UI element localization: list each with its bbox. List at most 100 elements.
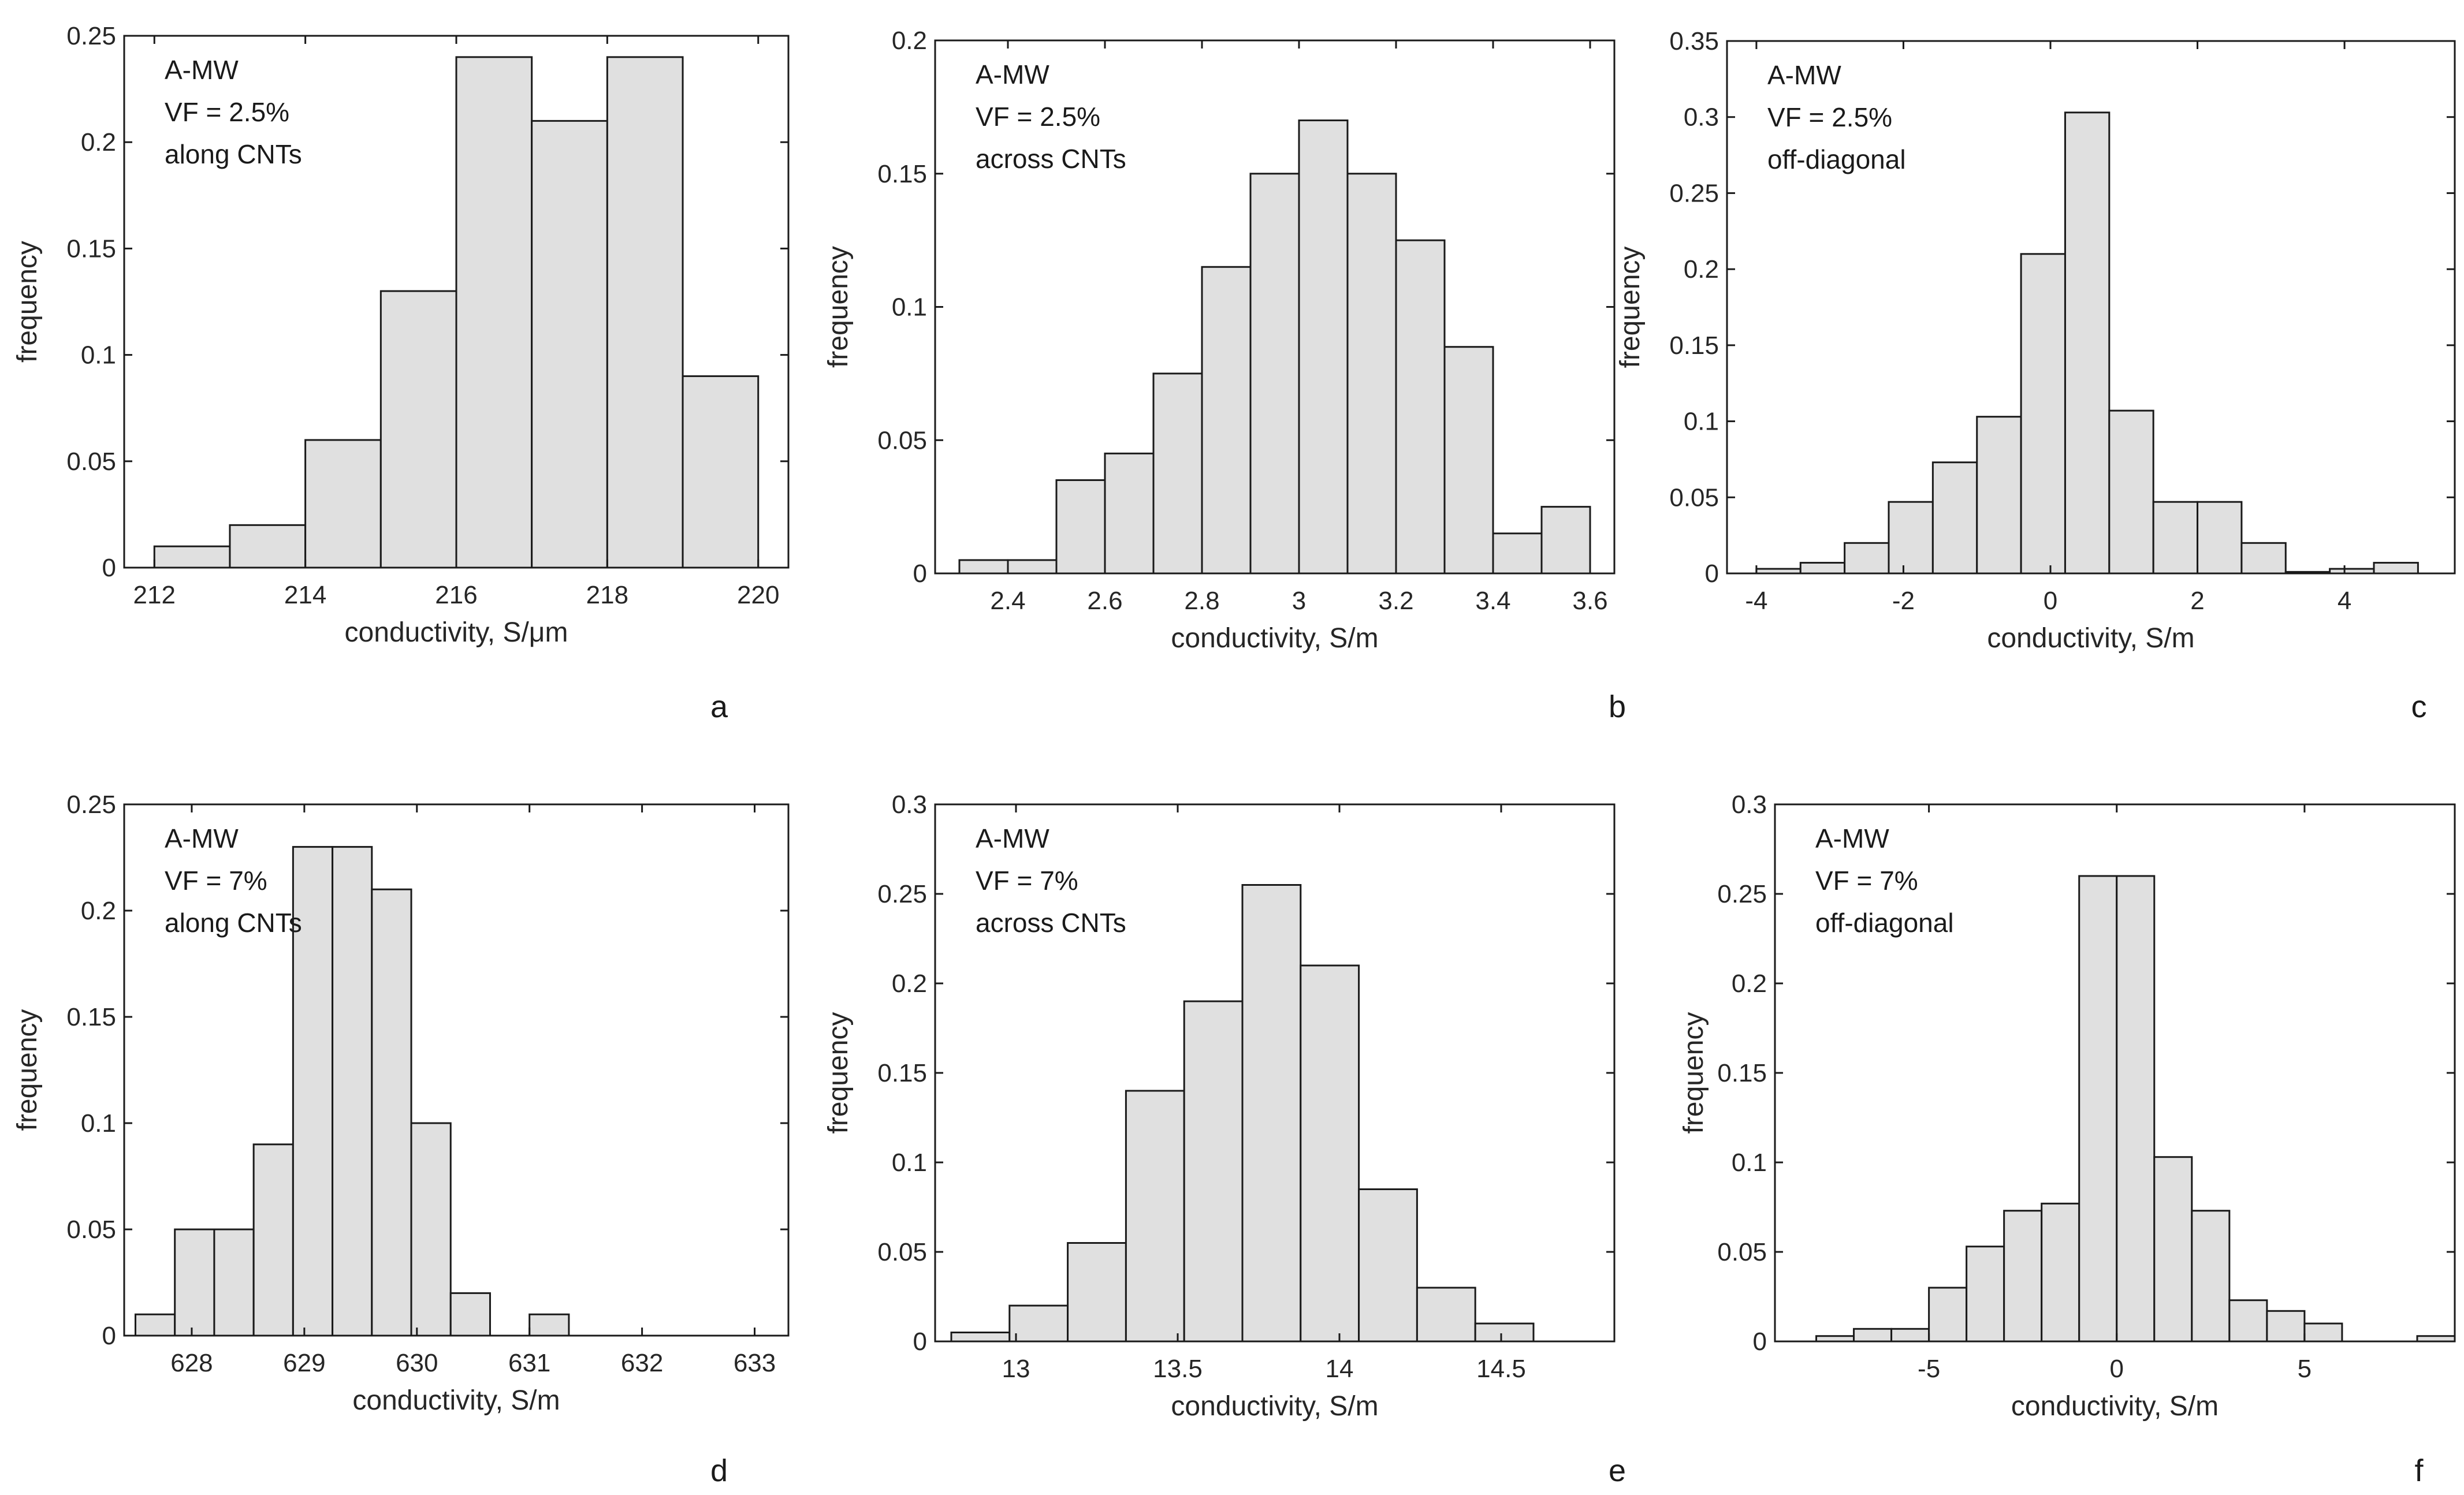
histogram-bar <box>1492 532 1543 575</box>
x-tick-label: 214 <box>284 581 326 609</box>
histogram-bar <box>2064 111 2111 575</box>
panel-b: 2.4 2.6 2.8 3 3.2 3.4 3.6 0 0.05 0.1 0.15 0.2 conduc… <box>823 27 1626 724</box>
panel-letter: b <box>1609 689 1626 724</box>
x-tick-label: 13.5 <box>1153 1355 1203 1383</box>
x-axis-label: conductivity, S/m <box>1171 623 1378 654</box>
panel-d: 628 629 630 631 632 633 0 0.05 0.1 0.15 0.2 0.25 con… <box>12 791 790 1488</box>
panel-letter: c <box>2411 689 2427 724</box>
histogram-bar <box>958 559 1009 575</box>
histogram-bar <box>1844 542 1890 575</box>
panel-letter: f <box>2414 1453 2424 1488</box>
histogram-bar <box>2197 501 2243 575</box>
x-tick-label: 632 <box>621 1349 663 1377</box>
y-tick-label: 0.35 <box>1669 27 1719 55</box>
x-tick-label: 3.6 <box>1572 587 1607 615</box>
histogram-bar <box>1152 372 1203 575</box>
histogram-bar <box>606 56 684 569</box>
x-tick-label: 630 <box>396 1349 438 1377</box>
histogram-bar <box>2228 1299 2268 1343</box>
histogram-bar <box>1298 119 1349 575</box>
y-axis-label: frequency <box>12 241 43 363</box>
histogram-bar <box>1358 1188 1418 1343</box>
panel-e: 13 13.5 14 14.5 0 0.05 0.1 0.15 0.2 0.25 0.3 conduc… <box>823 791 1626 1488</box>
histogram-bar <box>2041 1202 2080 1343</box>
y-tick-label: 0.15 <box>66 1003 116 1031</box>
y-tick-label: 0.05 <box>877 1238 927 1266</box>
x-tick-label: 212 <box>133 581 176 609</box>
x-tick-label: 14.5 <box>1476 1355 1526 1383</box>
y-tick-label: 0.2 <box>1732 970 1767 998</box>
histogram-bar <box>1890 1328 1930 1343</box>
x-tick-label: 5 <box>2298 1355 2312 1383</box>
y-tick-label: 0 <box>1753 1328 1767 1356</box>
histogram-bar <box>1474 1322 1535 1343</box>
y-tick-label: 0.25 <box>66 22 116 50</box>
x-axis-label: conductivity, S/m <box>352 1385 560 1416</box>
annotation-line: A-MW <box>165 55 239 85</box>
y-tick-label: 0.1 <box>1732 1149 1767 1177</box>
histogram-bar <box>2240 542 2287 575</box>
annotation-line: VF = 2.5% <box>976 102 1100 132</box>
y-tick-label: 0.15 <box>877 1059 927 1087</box>
histogram-bar <box>2003 1210 2043 1343</box>
y-axis-label: frequency <box>823 1012 854 1134</box>
histogram-bar <box>1249 173 1300 575</box>
x-tick-label: 628 <box>170 1349 213 1377</box>
annotation-line: off-diagonal <box>1815 908 1954 938</box>
histogram-bar <box>153 545 231 569</box>
y-tick-label: 0.15 <box>1717 1059 1767 1087</box>
y-tick-label: 0.25 <box>1717 880 1767 908</box>
x-tick-label: 14 <box>1326 1355 1354 1383</box>
y-tick-label: 0.3 <box>892 791 927 819</box>
histogram-bar <box>528 1313 570 1337</box>
x-axis-label: conductivity, S/m <box>1171 1391 1378 1422</box>
panel-letter: d <box>710 1453 728 1488</box>
histogram-bar <box>1300 964 1360 1343</box>
y-tick-label: 0.15 <box>877 160 927 188</box>
histogram-bar <box>252 1143 294 1337</box>
annotation-line: VF = 7% <box>976 866 1078 896</box>
histogram-bar <box>229 524 307 569</box>
histogram-bar <box>1888 501 1934 575</box>
y-tick-label: 0.1 <box>81 341 116 370</box>
x-tick-label: 633 <box>734 1349 776 1377</box>
histogram-bar <box>2020 253 2066 575</box>
x-tick-label: 216 <box>435 581 477 609</box>
y-tick-label: 0.05 <box>1717 1238 1767 1266</box>
histogram-bar <box>455 56 533 569</box>
histogram-bar <box>2266 1310 2306 1343</box>
histogram-bar <box>1928 1287 1968 1343</box>
y-tick-label: 0.2 <box>81 897 116 925</box>
x-axis-label: conductivity, S/m <box>2011 1391 2219 1422</box>
x-tick-label: 218 <box>586 581 628 609</box>
y-axis-label: frequency <box>1615 247 1646 368</box>
x-tick-label: 2.4 <box>990 587 1025 615</box>
histogram-bar <box>1201 266 1252 575</box>
annotation-line: VF = 2.5% <box>1767 102 1892 132</box>
histogram-bar <box>292 846 334 1337</box>
histogram-bar <box>1241 884 1302 1343</box>
annotation-line: A-MW <box>1815 823 1889 853</box>
histogram-bar <box>1966 1246 2005 1343</box>
y-tick-label: 0.2 <box>1684 255 1719 284</box>
y-tick-label: 0.3 <box>1684 103 1719 132</box>
x-tick-label: 220 <box>737 581 779 609</box>
annotation-line: A-MW <box>1767 60 1841 90</box>
panel-f: -5 0 5 0 0.05 0.1 0.15 0.2 0.25 0.3 conductivity, … <box>1678 791 2456 1488</box>
histogram-bar <box>950 1332 1011 1343</box>
y-tick-label: 0 <box>913 560 927 588</box>
y-tick-label: 0.05 <box>66 448 116 476</box>
histogram-bar <box>1931 461 1978 575</box>
histogram-bar <box>1976 416 2022 575</box>
histogram-bar <box>371 888 412 1337</box>
histogram-bar <box>1104 452 1155 575</box>
y-tick-label: 0.15 <box>1669 331 1719 360</box>
annotation-line: across CNTs <box>976 908 1126 938</box>
histogram-bar <box>1346 173 1397 575</box>
y-tick-label: 0.2 <box>892 970 927 998</box>
histogram-bar <box>2152 501 2199 575</box>
x-tick-label: -5 <box>1918 1355 1940 1383</box>
y-tick-label: 0.05 <box>877 426 927 454</box>
histogram-bar <box>682 375 760 569</box>
x-tick-label: 13 <box>1002 1355 1030 1383</box>
